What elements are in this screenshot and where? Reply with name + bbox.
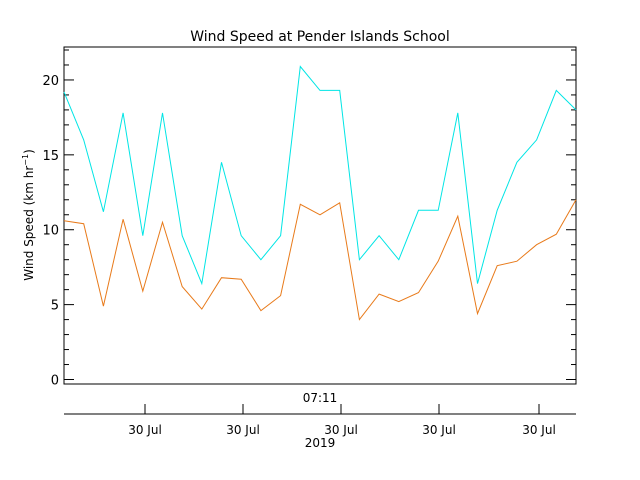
y-tick-label: 10 <box>42 224 59 239</box>
y-tick-label: 5 <box>51 299 59 314</box>
series-line-2 <box>63 199 577 321</box>
series-group <box>63 65 577 321</box>
y-tick-label: 0 <box>51 374 59 389</box>
x-tick-label: 30 Jul <box>226 423 260 437</box>
chart-title: Wind Speed at Pender Islands School <box>190 29 450 45</box>
x-tick-label: 30 Jul <box>522 423 556 437</box>
plot-frame <box>63 46 577 385</box>
series-line-1 <box>63 65 577 286</box>
y-tick-label: 15 <box>42 149 59 164</box>
y-axis-label: Wind Speed (km hr−1) <box>21 149 36 281</box>
y-tick-label: 20 <box>42 74 59 89</box>
year-label: 2019 <box>305 436 336 450</box>
x-tick-label: 30 Jul <box>128 423 162 437</box>
x-tick-label: 30 Jul <box>324 423 358 437</box>
time-label: 07:11 <box>303 391 338 405</box>
x-tick-label: 30 Jul <box>422 423 456 437</box>
x-axis: 30 Jul 30 Jul 30 Jul 30 Jul 30 Jul <box>128 404 556 437</box>
y-axis: 0 5 10 15 20 <box>42 49 576 389</box>
